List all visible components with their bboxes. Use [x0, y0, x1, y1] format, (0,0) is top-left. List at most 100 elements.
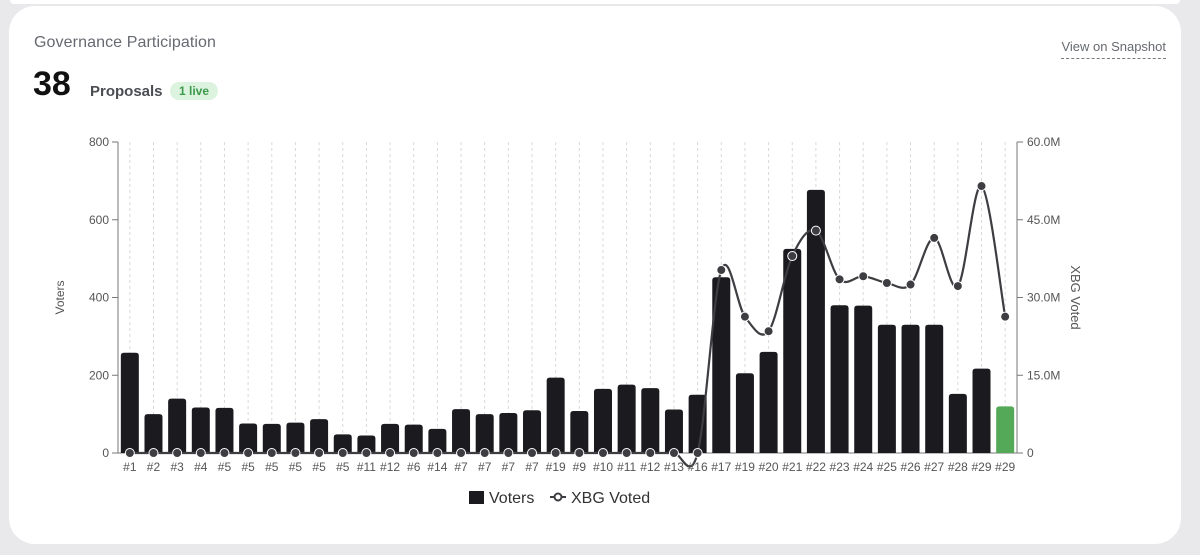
- xbg-voted-point: [385, 448, 396, 458]
- xbg-voted-point: [219, 448, 230, 458]
- x-tick-label: #25: [877, 460, 897, 474]
- voters-bar: [712, 277, 731, 453]
- voters-bar: [286, 422, 305, 453]
- xbg-voted-point: [881, 277, 892, 288]
- xbg-voted-point: [597, 448, 608, 458]
- left-tick-label: 400: [89, 291, 109, 305]
- xbg-voted-point: [124, 448, 135, 458]
- voters-bar: [688, 394, 707, 453]
- xbg-voted-point: [787, 251, 798, 262]
- xbg-voted-point: [266, 448, 277, 458]
- voters-bar: [310, 419, 329, 453]
- left-axis-label: Voters: [53, 280, 67, 314]
- x-tick-label: #22: [806, 460, 826, 474]
- x-tick-label: #17: [711, 460, 731, 474]
- x-tick-label: #5: [218, 460, 232, 474]
- left-tick-label: 200: [89, 368, 109, 382]
- voters-bar: [452, 409, 471, 453]
- xbg-voted-point: [929, 232, 940, 243]
- previous-card-edge: [10, 0, 1180, 4]
- x-tick-label: #5: [289, 460, 303, 474]
- chart-grid: [129, 142, 1006, 453]
- card-title: Governance Participation: [34, 34, 217, 51]
- voters-bars: [120, 189, 1015, 453]
- voters-bar: [144, 414, 163, 453]
- x-tick-label: #7: [478, 460, 492, 474]
- xbg-voted-point: [668, 448, 679, 458]
- x-tick-label: #23: [830, 460, 850, 474]
- right-tick-label: 45.0M: [1027, 213, 1060, 227]
- xbg-voted-point: [952, 281, 963, 292]
- voters-bar: [593, 388, 612, 453]
- x-tick-label: #11: [357, 460, 376, 474]
- voters-bar: [168, 398, 187, 453]
- xbg-voted-point: [361, 448, 372, 458]
- voters-bar: [475, 414, 494, 453]
- xbg-voted-point: [1000, 311, 1011, 322]
- xbg-voted-point: [810, 225, 821, 236]
- xbg-voted-point: [243, 448, 254, 458]
- voters-bar: [523, 410, 542, 453]
- live-badge: 1 live: [170, 82, 219, 100]
- xbg-voted-point: [195, 448, 206, 458]
- voters-bar: [854, 305, 873, 453]
- x-tick-label: #27: [924, 460, 944, 474]
- xbg-voted-point: [503, 448, 514, 458]
- x-tick-label: #3: [170, 460, 184, 474]
- x-tick-label: #5: [265, 460, 279, 474]
- xbg-voted-point: [456, 448, 467, 458]
- voters-bar: [499, 412, 518, 453]
- xbg-voted-point: [172, 448, 183, 458]
- left-tick-label: 800: [89, 135, 109, 149]
- xbg-voted-point: [645, 448, 656, 458]
- x-tick-label: #19: [546, 460, 566, 474]
- xbg-voted-point: [527, 448, 538, 458]
- voters-bar: [333, 434, 352, 453]
- right-tick-label: 60.0M: [1027, 135, 1060, 149]
- xbg-voted-point: [692, 448, 703, 458]
- x-tick-label: #5: [312, 460, 326, 474]
- x-tick-label: #20: [759, 460, 779, 474]
- voters-bar: [783, 248, 802, 453]
- voters-bar: [546, 377, 565, 453]
- x-tick-label: #24: [853, 460, 873, 474]
- voters-bar: [830, 305, 849, 453]
- xbg-voted-point: [763, 326, 774, 337]
- chart-legend: Voters XBG Voted: [469, 490, 650, 507]
- right-tick-label: 15.0M: [1027, 368, 1060, 382]
- voters-bar: [806, 189, 825, 453]
- x-tick-label: #29: [971, 460, 991, 474]
- xbg-voted-point: [976, 181, 987, 192]
- voters-bar: [262, 423, 281, 453]
- voters-bar: [925, 324, 944, 453]
- view-on-snapshot-link[interactable]: View on Snapshot: [1061, 39, 1166, 59]
- legend-xbg-label: XBG Voted: [571, 490, 650, 507]
- left-tick-label: 600: [89, 213, 109, 227]
- voters-bar: [759, 351, 778, 453]
- voters-bar: [617, 384, 636, 453]
- xbg-voted-point: [148, 448, 159, 458]
- xbg-voted-point: [314, 448, 325, 458]
- voters-bar: [428, 428, 447, 453]
- xbg-voted-point: [834, 274, 845, 285]
- legend-voters-label: Voters: [489, 490, 534, 507]
- xbg-voted-point: [290, 448, 301, 458]
- xbg-voted-point: [337, 448, 348, 458]
- x-tick-label: #12: [380, 460, 400, 474]
- proposal-count-label: Proposals: [90, 83, 163, 100]
- x-tick-label: #7: [454, 460, 468, 474]
- voters-bar: [901, 324, 920, 453]
- x-tick-label: #4: [194, 460, 208, 474]
- xbg-voted-line: [124, 181, 1011, 468]
- x-tick-label: #12: [640, 460, 660, 474]
- legend-voters-swatch: [469, 491, 484, 504]
- voters-bar: [877, 324, 896, 453]
- voters-bar: [404, 424, 423, 453]
- x-tick-label: #16: [688, 460, 708, 474]
- voters-bar: [948, 393, 967, 453]
- x-tick-label: #29: [995, 460, 1015, 474]
- voters-bar: [996, 406, 1015, 453]
- voters-bar: [120, 352, 139, 453]
- voters-bar: [191, 407, 210, 453]
